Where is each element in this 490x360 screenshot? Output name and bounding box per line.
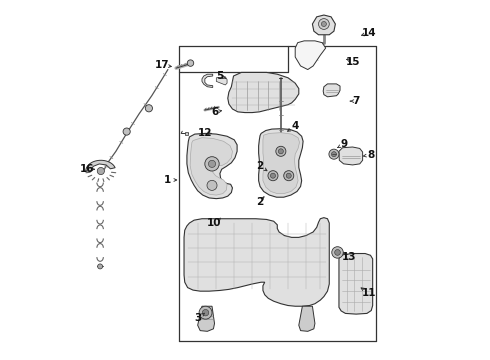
Circle shape <box>97 167 104 175</box>
Polygon shape <box>339 253 373 314</box>
Polygon shape <box>295 41 326 69</box>
Text: 5: 5 <box>216 71 223 81</box>
Text: 17: 17 <box>155 60 170 70</box>
Polygon shape <box>197 306 215 331</box>
Polygon shape <box>313 15 335 35</box>
Polygon shape <box>184 218 329 306</box>
Polygon shape <box>339 147 363 165</box>
Polygon shape <box>259 129 303 197</box>
Circle shape <box>187 60 194 66</box>
Circle shape <box>318 19 329 30</box>
Circle shape <box>329 149 339 159</box>
Text: 8: 8 <box>367 150 374 160</box>
Text: 1: 1 <box>164 175 171 185</box>
Text: 3: 3 <box>195 313 202 323</box>
Circle shape <box>284 171 294 181</box>
Text: 12: 12 <box>198 129 213 138</box>
Text: 9: 9 <box>340 139 347 149</box>
Circle shape <box>331 152 337 157</box>
Circle shape <box>207 180 217 190</box>
Polygon shape <box>202 74 213 87</box>
Text: 6: 6 <box>211 107 218 117</box>
Circle shape <box>98 264 102 269</box>
Circle shape <box>268 171 278 181</box>
Bar <box>185 132 188 135</box>
Circle shape <box>321 22 326 27</box>
Text: 7: 7 <box>352 96 360 106</box>
Circle shape <box>276 146 286 156</box>
Polygon shape <box>228 72 299 113</box>
Circle shape <box>270 173 275 178</box>
Text: 14: 14 <box>362 28 376 38</box>
Polygon shape <box>190 138 232 195</box>
Text: 16: 16 <box>80 164 95 174</box>
Polygon shape <box>86 160 115 171</box>
Polygon shape <box>263 133 299 194</box>
Circle shape <box>205 157 219 171</box>
Circle shape <box>199 306 212 319</box>
Circle shape <box>123 128 130 135</box>
Polygon shape <box>187 134 237 199</box>
Circle shape <box>332 247 343 258</box>
Polygon shape <box>216 77 227 85</box>
Text: 13: 13 <box>342 252 356 262</box>
Polygon shape <box>323 84 340 97</box>
Circle shape <box>335 249 341 255</box>
Text: 10: 10 <box>207 218 222 228</box>
Circle shape <box>202 310 209 316</box>
Text: 15: 15 <box>345 57 360 67</box>
Circle shape <box>146 105 152 112</box>
Text: 11: 11 <box>362 288 376 298</box>
Text: 2: 2 <box>256 197 263 207</box>
Circle shape <box>278 149 283 154</box>
Text: 4: 4 <box>292 121 299 131</box>
Polygon shape <box>299 306 315 331</box>
Circle shape <box>286 173 291 178</box>
Circle shape <box>208 160 216 167</box>
Text: 2: 2 <box>256 161 263 171</box>
